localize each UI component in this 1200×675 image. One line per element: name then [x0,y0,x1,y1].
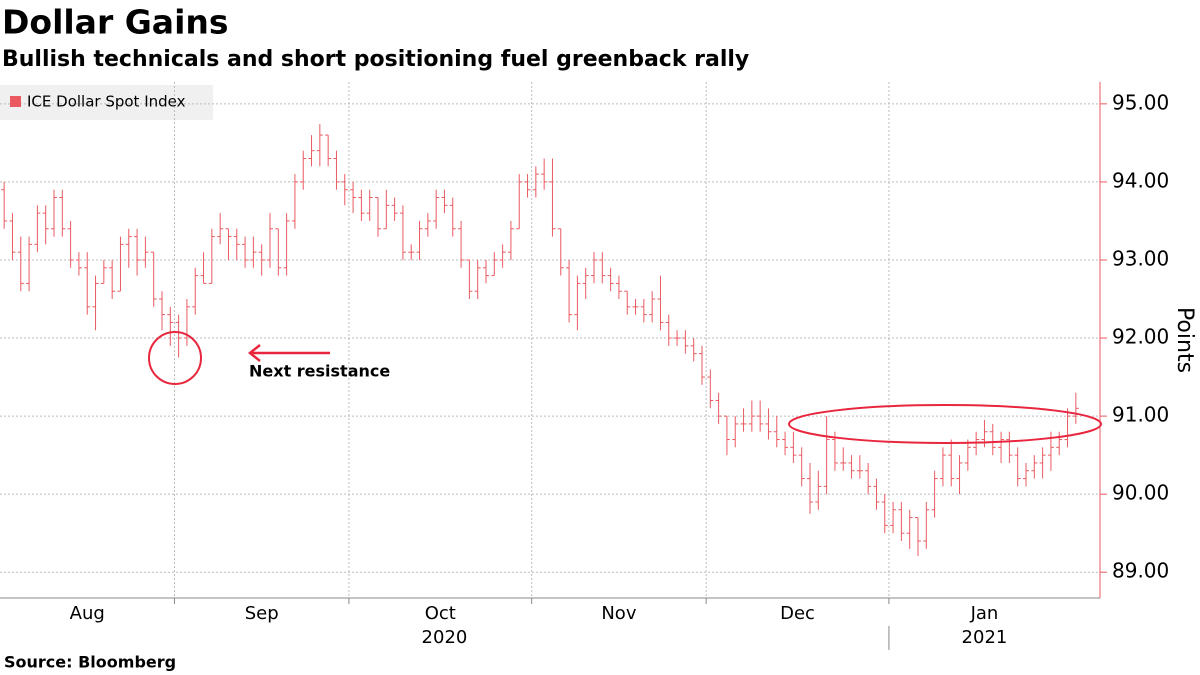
x-tick-label: Aug [70,603,105,624]
annotation-circle [148,331,202,385]
y-tick-label: 95.00 [1112,90,1169,114]
x-tick-label: Sep [245,603,279,624]
y-tick-label: 93.00 [1112,246,1169,270]
chart-title: Dollar Gains [2,3,229,42]
x-tick-label: Oct [425,603,456,624]
legend-box [0,85,213,120]
y-tick-label: 90.00 [1112,481,1169,505]
y-axis-label: Points [1172,307,1197,373]
legend-label: ICE Dollar Spot Index [27,93,186,111]
annotation-text: Next resistance [249,362,390,381]
y-tick-label: 89.00 [1112,559,1169,583]
y-tick-label: 94.00 [1112,168,1169,192]
x-tick-label: Jan [970,603,999,624]
y-tick-label: 91.00 [1112,403,1169,427]
x-tick-label: Dec [780,603,815,624]
legend-swatch [10,96,21,107]
x-tick-label: Nov [601,603,636,624]
source: Source: Bloomberg [4,653,176,672]
chart-subtitle: Bullish technicals and short positioning… [2,47,749,72]
annotation-ellipse [788,404,1102,444]
year-label: 2021 [962,627,1008,648]
y-tick-label: 92.00 [1112,325,1169,349]
year-label: 2020 [422,627,468,648]
annotation-arrowhead [247,344,261,362]
